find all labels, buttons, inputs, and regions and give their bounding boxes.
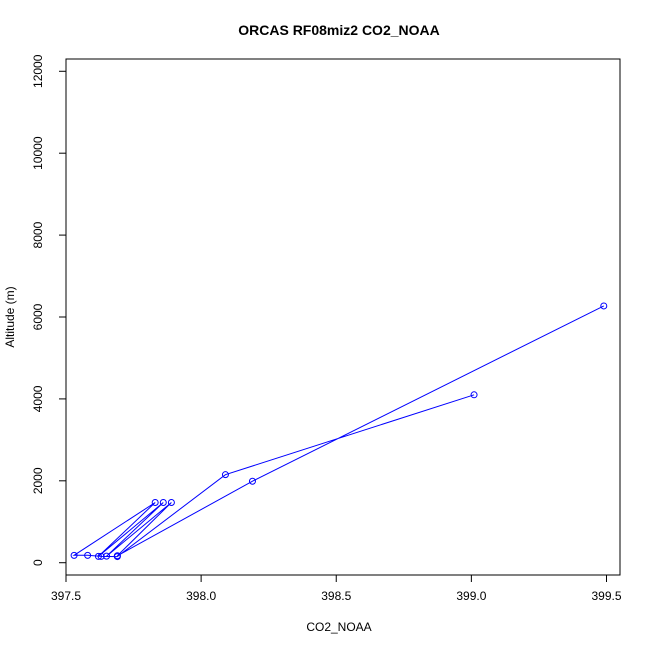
y-tick-label: 4000 [31,385,45,412]
y-tick-label: 8000 [31,221,45,248]
x-axis-label: CO2_NOAA [306,620,371,634]
y-axis-label: Altitude (m) [3,286,17,347]
data-point [84,551,92,559]
y-tick-label: 12000 [31,54,45,88]
series-line [72,305,605,558]
data-point [103,552,111,560]
data-point [159,499,167,507]
data-point [248,477,256,485]
x-tick-label: 398.5 [321,589,351,603]
data-point [113,553,121,561]
plot-frame [65,58,621,576]
x-tick-label: 399.0 [456,589,486,603]
x-tick-label: 397.5 [51,589,81,603]
y-tick-label: 2000 [31,467,45,494]
y-tick-label: 6000 [31,303,45,330]
data-point [167,499,175,507]
data-point [94,552,102,560]
x-tick-label: 399.5 [591,589,621,603]
chart-title: ORCAS RF08miz2 CO2_NOAA [238,22,440,38]
data-point [70,551,78,559]
y-tick-label: 10000 [31,136,45,170]
data-point [97,552,105,560]
x-tick-label: 398.0 [186,589,216,603]
x-axis: 397.5 398.0 398.5 399.0 399.5 [51,575,622,603]
data-point [600,302,608,310]
y-tick-label: 0 [31,559,45,566]
data-point [470,391,478,399]
y-axis: 0 2000 4000 6000 8000 10000 12000 [31,54,66,566]
data-point [221,471,229,479]
series-layer [70,302,608,561]
data-point [151,499,159,507]
